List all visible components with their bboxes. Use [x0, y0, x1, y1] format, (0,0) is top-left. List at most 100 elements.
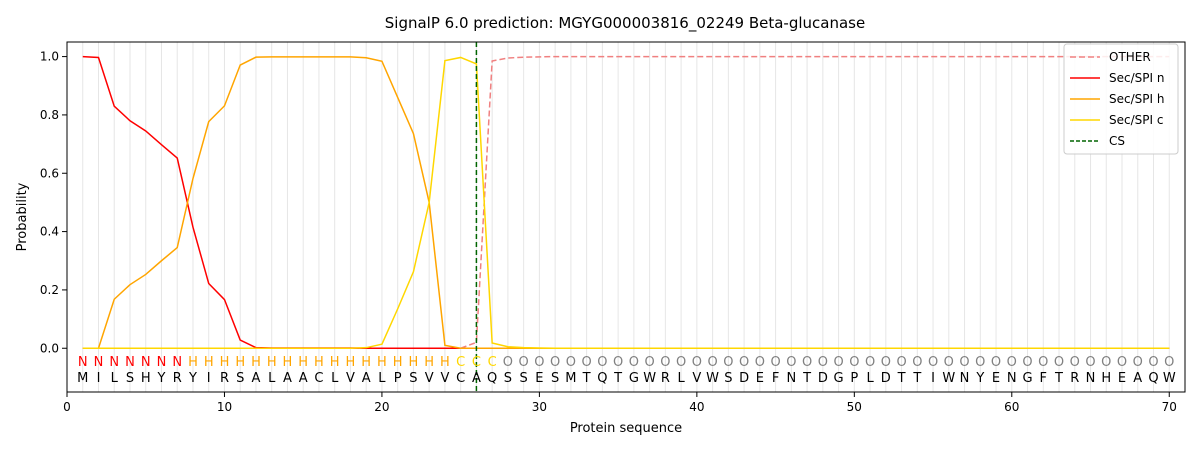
- residue-letter: L: [111, 371, 119, 386]
- residue-letter: L: [268, 371, 276, 386]
- region-label: C: [456, 355, 465, 370]
- region-label: O: [1164, 355, 1174, 370]
- residue-letter: Q: [597, 371, 607, 386]
- series-line-other: [82, 55, 1170, 349]
- region-label: O: [660, 355, 670, 370]
- region-label: O: [645, 355, 655, 370]
- region-label: O: [550, 355, 560, 370]
- residue-letter: L: [378, 371, 386, 386]
- region-label: H: [298, 355, 308, 370]
- residue-letter: V: [692, 371, 701, 386]
- region-label: H: [235, 355, 245, 370]
- residue-letter: N: [786, 371, 796, 386]
- region-label: N: [109, 355, 119, 370]
- residue-letter: Y: [157, 371, 166, 386]
- chart-title: SignalP 6.0 prediction: MGYG000003816_02…: [385, 14, 865, 33]
- region-label: H: [251, 355, 261, 370]
- region-label: N: [94, 355, 104, 370]
- residue-letter: S: [724, 371, 732, 386]
- region-label: O: [975, 355, 985, 370]
- region-label: O: [629, 355, 639, 370]
- region-label: H: [204, 355, 214, 370]
- residue-letter: W: [706, 371, 719, 386]
- region-label: O: [1085, 355, 1095, 370]
- residue-letter: E: [756, 371, 764, 386]
- region-label: O: [1007, 355, 1017, 370]
- residue-letter: S: [551, 371, 559, 386]
- legend-label: Sec/SPI c: [1109, 113, 1163, 127]
- region-label: H: [409, 355, 419, 370]
- residue-letter: M: [77, 371, 88, 386]
- region-label: O: [896, 355, 906, 370]
- residue-letter: E: [992, 371, 1000, 386]
- region-label: N: [78, 355, 88, 370]
- region-label: N: [157, 355, 167, 370]
- region-label: H: [220, 355, 230, 370]
- residue-letter: V: [440, 371, 449, 386]
- region-label: H: [393, 355, 403, 370]
- residue-letter: S: [236, 371, 244, 386]
- region-label: O: [1133, 355, 1143, 370]
- residue-letter: S: [520, 371, 528, 386]
- region-label: O: [770, 355, 780, 370]
- residue-letter: D: [818, 371, 828, 386]
- residue-letter: S: [126, 371, 134, 386]
- legend-label: CS: [1109, 134, 1125, 148]
- region-label: H: [424, 355, 434, 370]
- x-tick-label: 30: [532, 400, 547, 414]
- residue-letter: T: [897, 371, 906, 386]
- region-label: H: [314, 355, 324, 370]
- residue-letter: F: [1040, 371, 1047, 386]
- residue-letter: A: [299, 371, 308, 386]
- series-line-sec-spi-h: [82, 56, 1170, 349]
- residue-letter: S: [409, 371, 417, 386]
- residue-letter: R: [220, 371, 229, 386]
- region-label: O: [534, 355, 544, 370]
- residue-letter: G: [834, 371, 844, 386]
- region-label: O: [1022, 355, 1032, 370]
- residue-letter: G: [629, 371, 639, 386]
- residue-letter: Q: [487, 371, 497, 386]
- x-tick-label: 50: [847, 400, 862, 414]
- residue-letter: D: [881, 371, 891, 386]
- region-label: O: [755, 355, 765, 370]
- residue-letter: E: [535, 371, 543, 386]
- residue-letter: A: [472, 371, 481, 386]
- series-line-sec-spi-n: [82, 55, 1170, 349]
- residue-letter: H: [141, 371, 151, 386]
- region-label: H: [346, 355, 356, 370]
- residue-letter: F: [772, 371, 779, 386]
- x-axis: 0 10 20 30 40 50 60 70: [63, 392, 1177, 414]
- residue-letter: L: [866, 371, 874, 386]
- residue-letter: E: [1118, 371, 1126, 386]
- region-label: H: [267, 355, 277, 370]
- residue-letter: I: [207, 371, 211, 386]
- residue-letter: T: [613, 371, 622, 386]
- y-tick-label: 0.0: [40, 341, 59, 355]
- residue-letter: S: [504, 371, 512, 386]
- region-label: H: [330, 355, 340, 370]
- legend-box: [1063, 43, 1179, 155]
- residue-letter: L: [677, 371, 685, 386]
- residue-letter: W: [942, 371, 955, 386]
- region-label: O: [1117, 355, 1127, 370]
- residue-letter: A: [252, 371, 261, 386]
- residue-letter: V: [425, 371, 434, 386]
- region-label: O: [881, 355, 891, 370]
- y-tick-label: 0.8: [40, 108, 59, 122]
- x-axis-label: Protein sequence: [570, 421, 682, 436]
- region-label: O: [597, 355, 607, 370]
- plot-frame: [66, 41, 1186, 393]
- region-label: O: [723, 355, 733, 370]
- residue-letter: A: [283, 371, 292, 386]
- residue-letter: C: [456, 371, 465, 386]
- region-label: N: [172, 355, 182, 370]
- x-tick-label: 20: [374, 400, 389, 414]
- region-label: H: [188, 355, 198, 370]
- residue-letter: W: [643, 371, 656, 386]
- residue-letter: W: [1163, 371, 1176, 386]
- region-label: O: [928, 355, 938, 370]
- residue-letter: T: [912, 371, 921, 386]
- series-line-sec-spi-c: [82, 56, 1170, 349]
- y-tick-label: 0.2: [40, 283, 59, 297]
